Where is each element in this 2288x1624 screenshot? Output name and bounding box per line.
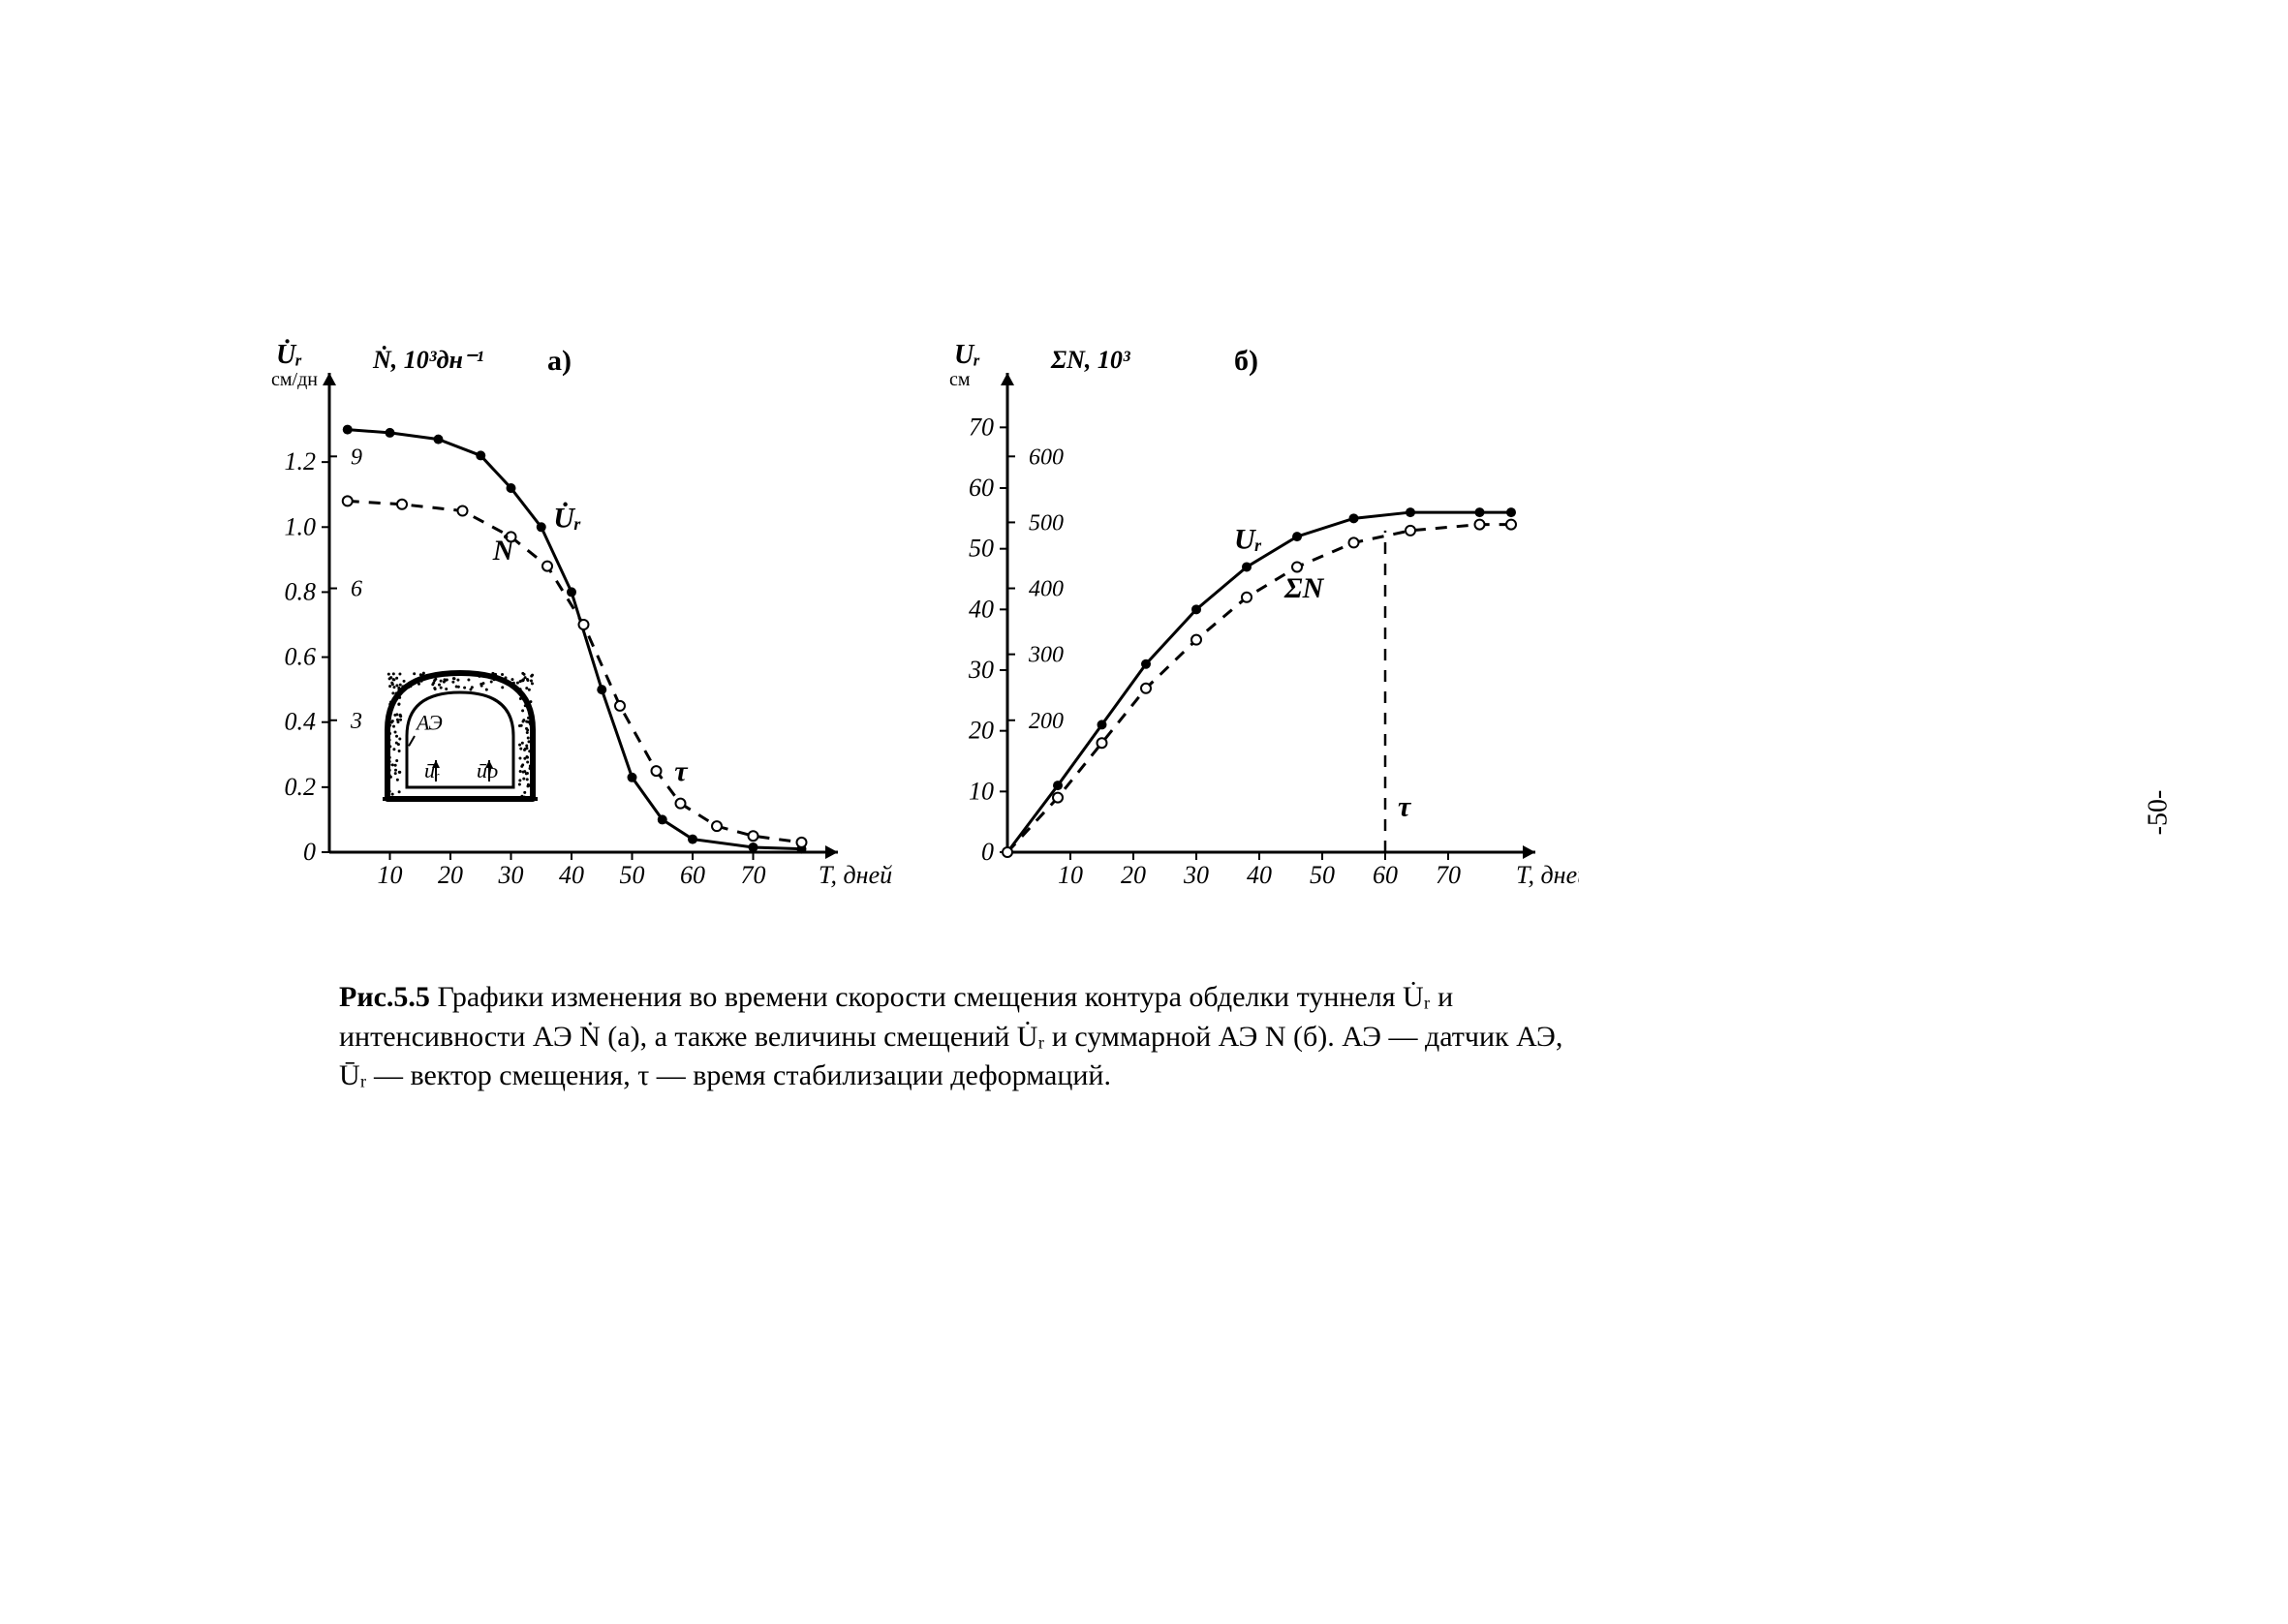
- svg-text:500: 500: [1029, 510, 1064, 536]
- svg-text:20: 20: [1121, 861, 1146, 889]
- svg-text:9: 9: [351, 444, 362, 470]
- svg-text:Uᵣ: Uᵣ: [1234, 524, 1262, 556]
- svg-text:3: 3: [350, 709, 362, 734]
- svg-text:60: 60: [1373, 861, 1398, 889]
- svg-text:ūᴅ: ūᴅ: [477, 758, 498, 782]
- svg-text:T, дней: T, дней: [819, 861, 892, 889]
- svg-text:0.4: 0.4: [285, 708, 317, 736]
- svg-text:70: 70: [969, 413, 994, 441]
- svg-text:60: 60: [680, 861, 705, 889]
- svg-text:см: см: [949, 369, 971, 390]
- svg-text:0.6: 0.6: [285, 643, 317, 671]
- svg-text:τ: τ: [1398, 790, 1412, 822]
- svg-text:600: 600: [1029, 444, 1064, 470]
- svg-text:70: 70: [741, 861, 766, 889]
- svg-text:40: 40: [559, 861, 584, 889]
- svg-text:ΣN: ΣN: [1283, 572, 1325, 604]
- svg-text:30: 30: [1183, 861, 1209, 889]
- page-number: -50-: [2144, 789, 2175, 835]
- svg-text:U̇ᵣ: U̇ᵣ: [276, 340, 302, 370]
- svg-text:Ṅ, 10³дн⁻¹: Ṅ, 10³дн⁻¹: [372, 346, 483, 374]
- svg-text:10: 10: [1058, 861, 1083, 889]
- svg-text:30: 30: [498, 861, 524, 889]
- svg-text:τ: τ: [674, 755, 689, 787]
- svg-text:200: 200: [1029, 709, 1064, 734]
- svg-text:50: 50: [620, 861, 645, 889]
- svg-text:20: 20: [969, 717, 994, 745]
- svg-text:ūᵣ: ūᵣ: [424, 758, 440, 782]
- svg-text:30: 30: [968, 656, 994, 684]
- chart-svg: 1020304050607000.20.40.60.81.01.2369U̇ᵣ …: [223, 329, 1579, 930]
- svg-text:400: 400: [1029, 577, 1064, 602]
- svg-text:0: 0: [981, 838, 994, 866]
- svg-text:60: 60: [969, 474, 994, 502]
- svg-text:U̇ᵣ: U̇ᵣ: [553, 502, 581, 534]
- svg-text:0.8: 0.8: [285, 577, 317, 605]
- svg-text:10: 10: [969, 777, 994, 805]
- svg-text:см/дн: см/дн: [271, 369, 318, 390]
- svg-text:40: 40: [1247, 861, 1272, 889]
- svg-text:0: 0: [303, 838, 316, 866]
- svg-text:300: 300: [1028, 643, 1064, 668]
- svg-text:1.0: 1.0: [285, 512, 317, 540]
- svg-text:50: 50: [969, 535, 994, 563]
- svg-text:АЭ: АЭ: [415, 711, 443, 735]
- svg-text:а): а): [547, 345, 572, 377]
- svg-text:б): б): [1234, 345, 1258, 377]
- svg-text:6: 6: [351, 577, 362, 602]
- svg-text:ΣN, 10³: ΣN, 10³: [1050, 346, 1131, 374]
- svg-text:Uᵣ: Uᵣ: [954, 340, 980, 370]
- svg-text:T, дней: T, дней: [1516, 861, 1579, 889]
- caption-text: Графики изменения во времени скорости см…: [339, 981, 1562, 1091]
- charts-container: 1020304050607000.20.40.60.81.01.2369U̇ᵣ …: [223, 329, 1579, 910]
- svg-text:1.2: 1.2: [285, 447, 317, 475]
- svg-text:Ṅ: Ṅ: [492, 535, 515, 567]
- svg-text:50: 50: [1310, 861, 1335, 889]
- svg-text:10: 10: [378, 861, 403, 889]
- svg-text:0.2: 0.2: [285, 773, 317, 801]
- svg-text:70: 70: [1436, 861, 1461, 889]
- caption-prefix: Рис.5.5: [339, 981, 430, 1013]
- figure-caption: Рис.5.5 Графики изменения во времени ско…: [339, 978, 1579, 1096]
- svg-text:40: 40: [969, 595, 994, 623]
- svg-text:20: 20: [438, 861, 463, 889]
